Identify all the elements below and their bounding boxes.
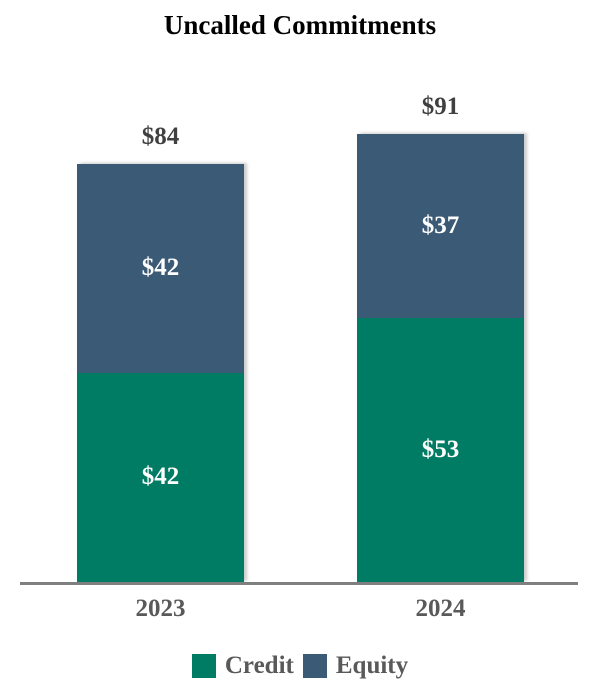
legend-item-equity: Equity bbox=[302, 652, 409, 680]
legend-label-credit: Credit bbox=[224, 652, 294, 679]
bar-2024: $91 $37 $53 bbox=[357, 93, 524, 582]
segment-value-label: $42 bbox=[141, 463, 180, 491]
bar-segment-credit: $53 bbox=[357, 318, 524, 582]
legend: Credit Equity bbox=[0, 652, 600, 680]
bar-segment-equity: $42 bbox=[77, 163, 244, 373]
legend-item-credit: Credit bbox=[191, 652, 294, 680]
bar-segment-equity: $37 bbox=[357, 133, 524, 319]
x-axis-line bbox=[20, 582, 578, 585]
bar-2023: $84 $42 $42 bbox=[77, 123, 244, 582]
category-label-2023: 2023 bbox=[135, 595, 186, 622]
segment-value-label: $37 bbox=[421, 211, 460, 239]
category-label-2024: 2024 bbox=[415, 595, 466, 622]
bar-stack-2024: $37 $53 bbox=[357, 133, 524, 582]
chart-title: Uncalled Commitments bbox=[163, 10, 437, 40]
segment-value-label: $53 bbox=[421, 436, 460, 464]
legend-swatch-equity bbox=[302, 654, 327, 678]
legend-swatch-credit bbox=[191, 654, 216, 678]
total-label-2024: $91 bbox=[421, 92, 460, 120]
bar-segment-credit: $42 bbox=[77, 372, 244, 582]
legend-label-equity: Equity bbox=[335, 652, 409, 679]
total-label-2023: $84 bbox=[141, 122, 180, 150]
segment-value-label: $42 bbox=[141, 254, 180, 282]
bar-stack-2023: $42 $42 bbox=[77, 163, 244, 582]
